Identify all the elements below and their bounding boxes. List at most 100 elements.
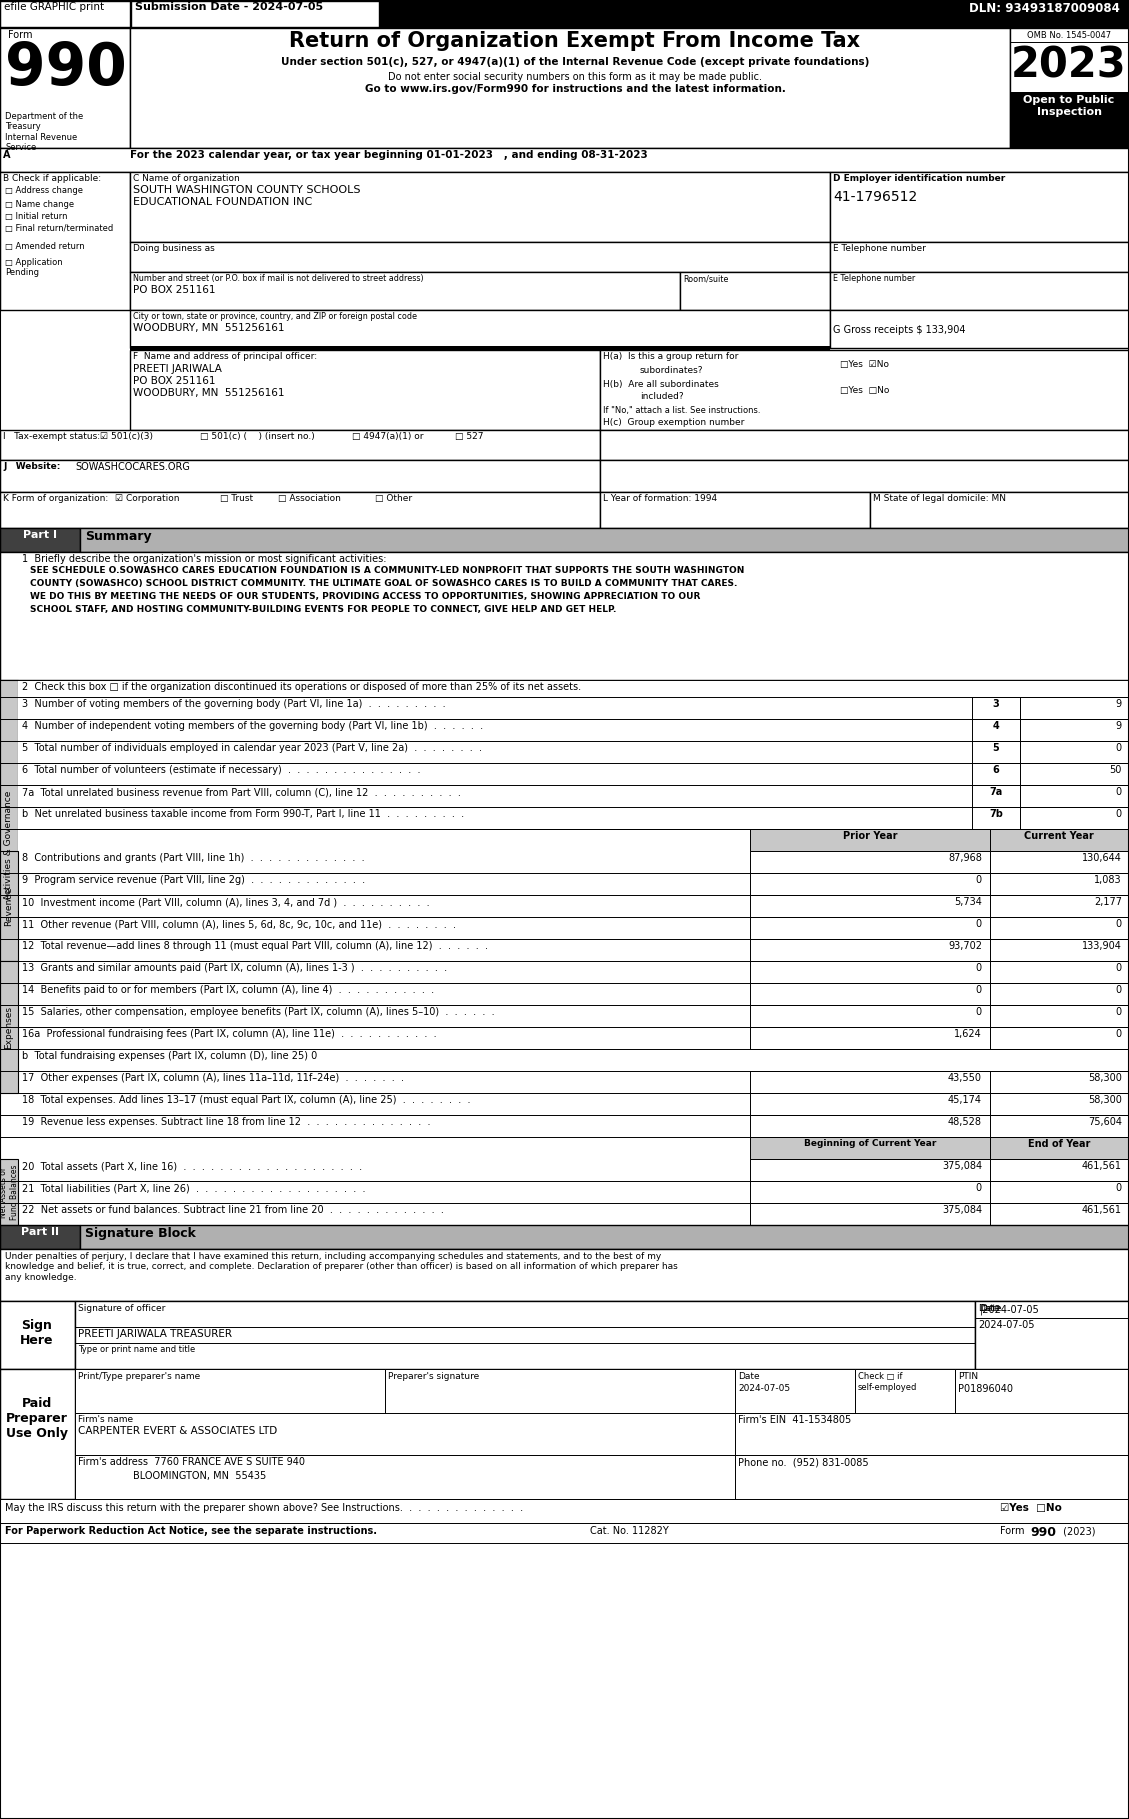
Bar <box>1019 697 1129 719</box>
Text: 0: 0 <box>1115 1008 1122 1017</box>
Bar <box>990 917 1129 939</box>
Text: 0: 0 <box>1115 919 1122 930</box>
Text: Current Year: Current Year <box>1024 831 1094 840</box>
Bar <box>975 1301 1129 1370</box>
Text: SEE SCHEDULE O.SOWASHCO CARES EDUCATION FOUNDATION IS A COMMUNITY-LED NONPROFIT : SEE SCHEDULE O.SOWASHCO CARES EDUCATION … <box>30 566 744 575</box>
Bar <box>750 895 990 917</box>
Bar <box>750 917 990 939</box>
Text: Firm's EIN  41-1534805: Firm's EIN 41-1534805 <box>738 1415 851 1424</box>
Text: 0: 0 <box>1115 962 1122 973</box>
Text: 0: 0 <box>1115 809 1122 819</box>
Text: Signature Block: Signature Block <box>85 1228 195 1241</box>
Text: 17  Other expenses (Part IX, column (A), lines 11a–11d, 11f–24e)  .  .  .  .  . : 17 Other expenses (Part IX, column (A), … <box>21 1073 404 1082</box>
Text: 2024-07-05: 2024-07-05 <box>738 1384 790 1393</box>
Bar <box>990 982 1129 1006</box>
Text: Sign
Here: Sign Here <box>20 1319 54 1348</box>
Text: C Name of organization: C Name of organization <box>133 175 239 184</box>
Text: 2024-07-05: 2024-07-05 <box>978 1321 1034 1330</box>
Text: Form: Form <box>8 29 33 40</box>
Bar <box>990 960 1129 982</box>
Text: 375,084: 375,084 <box>942 1161 982 1171</box>
Text: 87,968: 87,968 <box>948 853 982 862</box>
Text: 2  Check this box □ if the organization discontinued its operations or disposed : 2 Check this box □ if the organization d… <box>21 682 581 691</box>
Bar <box>130 242 830 273</box>
Text: Part I: Part I <box>23 529 56 540</box>
Text: Room/suite: Room/suite <box>683 275 728 284</box>
Text: E Telephone number: E Telephone number <box>833 244 926 253</box>
Text: End of Year: End of Year <box>1027 1139 1091 1150</box>
Text: 9: 9 <box>1115 698 1122 709</box>
Text: Expenses: Expenses <box>5 1006 14 1048</box>
Text: □ Trust: □ Trust <box>220 495 253 504</box>
Text: □ Application
Pending: □ Application Pending <box>5 258 62 278</box>
Bar <box>1019 808 1129 829</box>
Text: 4: 4 <box>992 720 999 731</box>
Text: Do not enter social security numbers on this form as it may be made public.: Do not enter social security numbers on … <box>388 73 762 82</box>
Text: □ Association: □ Association <box>278 495 341 504</box>
Text: 0: 0 <box>1115 1030 1122 1039</box>
Text: ☑ Corporation: ☑ Corporation <box>115 495 180 504</box>
Bar <box>0 147 1129 173</box>
Text: □ Initial return: □ Initial return <box>5 213 68 220</box>
Bar <box>599 491 870 528</box>
Text: 48,528: 48,528 <box>948 1117 982 1128</box>
Text: 6  Total number of volunteers (estimate if necessary)  .  .  .  .  .  .  .  .  .: 6 Total number of volunteers (estimate i… <box>21 766 420 775</box>
Bar <box>972 762 1019 786</box>
Text: 3  Number of voting members of the governing body (Part VI, line 1a)  .  .  .  .: 3 Number of voting members of the govern… <box>21 698 446 709</box>
Bar <box>750 939 990 960</box>
Text: 0: 0 <box>1115 788 1122 797</box>
Text: included?: included? <box>640 393 684 400</box>
Text: □ Other: □ Other <box>375 495 412 504</box>
Bar <box>0 491 599 528</box>
Text: 18  Total expenses. Add lines 13–17 (must equal Part IX, column (A), line 25)  .: 18 Total expenses. Add lines 13–17 (must… <box>21 1095 471 1104</box>
Text: If "No," attach a list. See instructions.: If "No," attach a list. See instructions… <box>603 406 761 415</box>
Bar <box>0 551 1129 680</box>
Text: G Gross receipts $ 133,904: G Gross receipts $ 133,904 <box>833 326 965 335</box>
Text: 6: 6 <box>992 766 999 775</box>
Text: Form: Form <box>1000 1526 1027 1535</box>
Text: Summary: Summary <box>85 529 151 544</box>
Bar <box>130 27 1010 147</box>
Bar <box>130 309 830 347</box>
Text: 41-1796512: 41-1796512 <box>833 189 917 204</box>
Bar <box>750 1202 990 1224</box>
Text: 5,734: 5,734 <box>954 897 982 908</box>
Bar <box>735 1370 855 1413</box>
Text: Type or print name and title: Type or print name and title <box>78 1344 195 1353</box>
Bar <box>750 873 990 895</box>
Text: 15  Salaries, other compensation, employee benefits (Part IX, column (A), lines : 15 Salaries, other compensation, employe… <box>21 1008 495 1017</box>
Bar <box>0 1301 75 1370</box>
Text: 58,300: 58,300 <box>1088 1073 1122 1082</box>
Text: Submission Date - 2024-07-05: Submission Date - 2024-07-05 <box>135 2 323 13</box>
Text: K Form of organization:: K Form of organization: <box>3 495 108 504</box>
Text: Signature of officer: Signature of officer <box>78 1304 165 1313</box>
Text: 0: 0 <box>1115 986 1122 995</box>
Bar <box>972 697 1019 719</box>
Text: □ 4947(a)(1) or: □ 4947(a)(1) or <box>352 431 423 440</box>
Text: 1,083: 1,083 <box>1094 875 1122 886</box>
Bar <box>0 1523 1129 1543</box>
Bar <box>972 740 1019 762</box>
Text: □ Name change: □ Name change <box>5 200 75 209</box>
Text: (2023): (2023) <box>1060 1526 1095 1535</box>
Text: 0: 0 <box>1115 1182 1122 1193</box>
Bar <box>0 1499 1129 1523</box>
Text: 0: 0 <box>975 1182 982 1193</box>
Text: 16a  Professional fundraising fees (Part IX, column (A), line 11e)  .  .  .  .  : 16a Professional fundraising fees (Part … <box>21 1030 437 1039</box>
Text: 5: 5 <box>992 742 999 753</box>
Bar <box>990 1006 1129 1028</box>
Bar <box>0 528 80 551</box>
Text: Go to www.irs.gov/Form990 for instructions and the latest information.: Go to www.irs.gov/Form990 for instructio… <box>365 84 786 95</box>
Bar <box>750 1137 990 1159</box>
Bar <box>750 1093 990 1115</box>
Bar <box>130 349 599 429</box>
Text: Firm's name: Firm's name <box>78 1415 133 1424</box>
Text: Preparer's signature: Preparer's signature <box>388 1372 479 1381</box>
Bar <box>750 1071 990 1093</box>
Bar <box>990 1202 1129 1224</box>
Text: 9: 9 <box>1115 720 1122 731</box>
Bar <box>870 491 1129 528</box>
Text: May the IRS discuss this return with the preparer shown above? See Instructions.: May the IRS discuss this return with the… <box>5 1502 523 1513</box>
Text: J   Website:: J Website: <box>3 462 60 471</box>
Bar <box>80 528 1129 551</box>
